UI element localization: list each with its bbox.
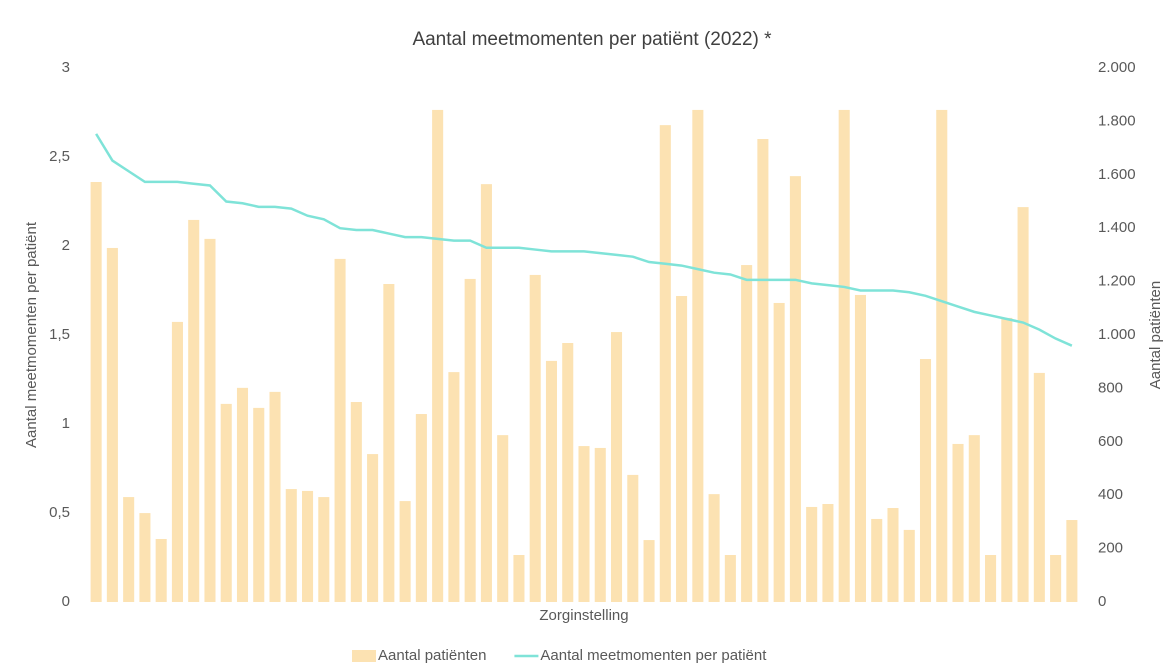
- bar: [1050, 555, 1062, 602]
- bar: [123, 497, 135, 602]
- y2-tick-label: 1.200: [1098, 273, 1136, 290]
- bar: [155, 538, 167, 602]
- y-tick-label: 2,5: [49, 148, 70, 165]
- bar: [1001, 317, 1013, 602]
- bar: [757, 139, 769, 602]
- chart-title: Aantal meetmomenten per patiënt (2022) *: [412, 29, 772, 50]
- bar: [90, 182, 102, 602]
- bar: [236, 387, 249, 602]
- bar: [968, 435, 980, 602]
- bar: [106, 247, 118, 602]
- y2-tick-label: 1.600: [1098, 166, 1136, 183]
- y2-tick-label: 600: [1098, 433, 1123, 450]
- bar: [1017, 207, 1029, 602]
- bar: [903, 529, 915, 602]
- bar: [871, 518, 883, 602]
- bar: [334, 258, 346, 602]
- bar: [497, 435, 509, 602]
- y-tick-label: 2: [62, 237, 70, 254]
- bar: [887, 508, 899, 602]
- bar: [383, 284, 395, 602]
- bar: [204, 238, 216, 602]
- y-tick-label: 0: [62, 593, 70, 610]
- y2-tick-label: 1.400: [1098, 219, 1136, 236]
- bar: [789, 176, 801, 602]
- y2-tick-label: 2.000: [1098, 59, 1136, 76]
- y2-tick-label: 1.800: [1098, 112, 1136, 129]
- bar: [838, 109, 850, 602]
- y2-tick-label: 1.000: [1098, 326, 1136, 343]
- bar: [269, 391, 281, 602]
- y-axis-label: Aantal meetmomenten per patiënt: [23, 221, 40, 448]
- bar: [594, 447, 606, 602]
- bar: [708, 494, 720, 602]
- bar: [773, 302, 785, 602]
- bar: [659, 125, 671, 602]
- bar: [741, 265, 753, 602]
- y-tick-label: 3: [62, 59, 70, 76]
- bar: [952, 443, 964, 602]
- legend-label: Aantal meetmomenten per patiënt: [540, 647, 767, 664]
- bar: [415, 414, 427, 602]
- bar: [302, 490, 314, 602]
- bar: [936, 109, 948, 602]
- y2-tick-label: 0: [1098, 593, 1106, 610]
- bar: [610, 332, 623, 602]
- bar: [399, 501, 411, 602]
- bar: [692, 109, 704, 602]
- y-tick-label: 1: [62, 415, 70, 432]
- line: [95, 133, 1073, 347]
- bar: [578, 446, 590, 602]
- bar: [350, 402, 362, 602]
- bar: [464, 278, 476, 602]
- bar: [448, 372, 460, 602]
- bar: [854, 294, 866, 602]
- bar: [188, 219, 200, 602]
- bar: [822, 504, 834, 602]
- legend-label: Aantal patiënten: [378, 647, 486, 664]
- bar: [562, 343, 574, 602]
- y2-tick-label: 800: [1098, 379, 1123, 396]
- y2-axis-label: Aantal patiënten: [1147, 281, 1164, 389]
- bar: [253, 407, 265, 602]
- bar: [285, 489, 297, 602]
- bar: [432, 109, 444, 602]
- bar: [1066, 520, 1078, 602]
- bar: [529, 274, 541, 602]
- legend-swatch: [352, 650, 376, 662]
- y2-tick-label: 200: [1098, 540, 1123, 557]
- bar: [220, 403, 232, 602]
- bar: [724, 555, 736, 602]
- bar: [480, 184, 492, 602]
- bar: [643, 540, 655, 602]
- bar: [318, 497, 330, 602]
- bar: [139, 513, 151, 602]
- bar: [513, 555, 525, 602]
- bar: [367, 454, 379, 602]
- bar: [171, 321, 183, 602]
- x-axis-label: Zorginstelling: [539, 607, 628, 624]
- bar: [545, 360, 558, 602]
- bar: [985, 555, 997, 602]
- y2-tick-label: 400: [1098, 486, 1123, 503]
- bar: [806, 506, 818, 602]
- y-tick-label: 0,5: [49, 504, 70, 521]
- bar: [1033, 372, 1045, 602]
- bar: [676, 296, 688, 602]
- bar: [919, 359, 932, 602]
- bar: [627, 474, 639, 602]
- y-tick-label: 1,5: [49, 326, 70, 343]
